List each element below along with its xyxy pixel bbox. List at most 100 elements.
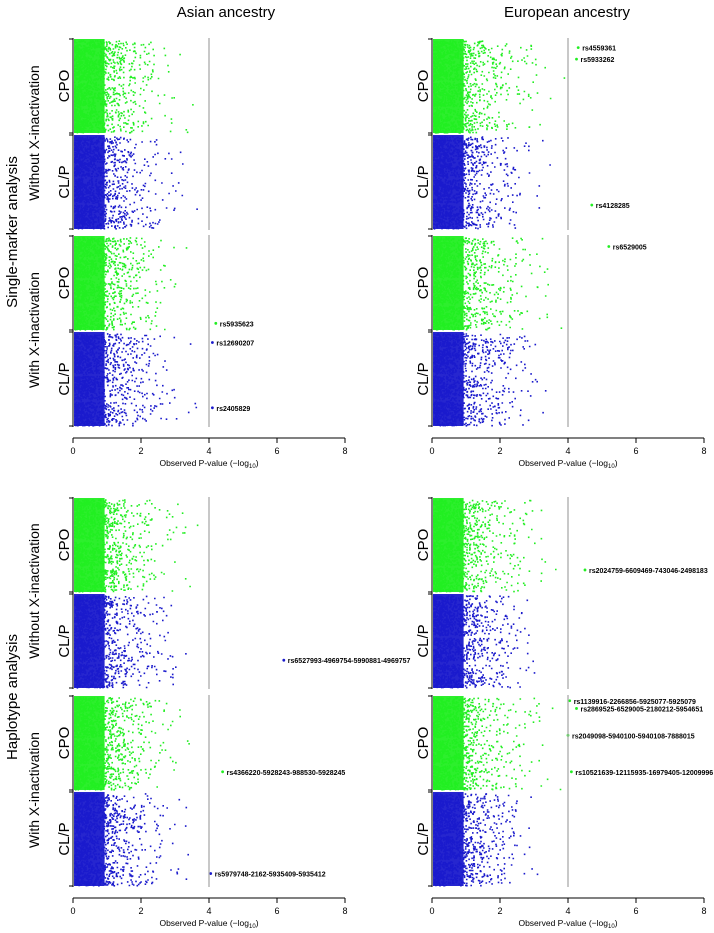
panel-6: CPO rs2024759-6609469-743046-2498183 CL/P	[415, 497, 708, 689]
group-label: CL/P	[415, 165, 432, 198]
group-label: CPO	[415, 267, 432, 300]
point-label: rs4366220-5928243-988530-5928245	[227, 770, 346, 777]
panel-7: CPO rs4366220-5928243-988530-5928245 CL/P r…	[56, 695, 345, 887]
series-dots-cpo	[433, 696, 562, 791]
col-title-european: European ancestry	[504, 4, 630, 21]
x-tick-label: 0	[70, 906, 75, 916]
series-dots-clp	[74, 332, 198, 427]
series-dots-clp	[74, 594, 187, 689]
point-label: rs6527993-4969754-5990881-4969757	[288, 658, 411, 665]
group-label: CL/P	[56, 822, 73, 855]
panel-3: CPO rs5935623 CL/P rs12690207 rs2405829	[56, 235, 254, 427]
dot-core	[74, 594, 105, 688]
highlight-point	[583, 568, 587, 572]
row-label-with-x-1: With X-inactivation	[26, 272, 42, 388]
group-label: CPO	[56, 727, 73, 760]
point-label: rs4128285	[596, 203, 630, 210]
dot-cloud	[74, 136, 198, 230]
group-label: CPO	[415, 727, 432, 760]
point-label: rs6529005	[613, 245, 647, 252]
series-dots-cpo	[74, 696, 190, 791]
group-label: CPO	[415, 529, 432, 562]
panel-8: CPO rs1139916-2266856-5925077-5925079rs28…	[415, 695, 713, 887]
group-label: CL/P	[415, 624, 432, 657]
x-tick-label: 8	[701, 446, 706, 456]
dot-core	[433, 135, 464, 229]
highlight-point	[575, 57, 578, 61]
group-label: CPO	[415, 70, 432, 103]
highlight-point	[211, 341, 214, 344]
row-label-with-x-2: With X-inactivation	[26, 732, 42, 848]
point-label: rs2049098-5940100-5940108-7888015	[572, 733, 695, 740]
dot-core	[433, 696, 464, 790]
group-label: CPO	[56, 267, 73, 300]
point-label: rs1139916-2266856-5925077-5925079	[574, 699, 696, 706]
series-dots-cpo	[433, 39, 566, 134]
dot-core	[74, 498, 105, 592]
point-label: rs12690207	[216, 341, 254, 348]
x-tick-label: 2	[497, 906, 502, 916]
col-title-asian: Asian ancestry	[177, 4, 276, 21]
panel-2: CPO rs4559361 rs5933262 rs4128285 CL/P	[415, 38, 630, 230]
group-label: CL/P	[415, 822, 432, 855]
x-tick-label: 6	[633, 906, 638, 916]
highlight-point	[576, 46, 580, 49]
panel-4: CPO rs6529005 CL/P	[415, 235, 647, 427]
group-label: CPO	[56, 529, 73, 562]
series-dots-cpo	[74, 498, 199, 593]
section-label-single-marker: Single-marker analysis	[4, 156, 21, 308]
xlabel-haplo-european: Observed P-value (−log10)	[518, 918, 617, 930]
group-label: CL/P	[415, 362, 432, 395]
highlight-point	[211, 406, 214, 410]
dot-core	[74, 792, 105, 886]
point-label: rs2869525-6529005-2180212-5954651	[581, 706, 704, 713]
xlabel-haplo-asian: Observed P-value (−log10)	[159, 918, 258, 930]
x-tick-label: 6	[274, 446, 279, 456]
point-label: rs5933262	[581, 57, 615, 64]
x-tick-label: 6	[274, 906, 279, 916]
series-dots-clp	[433, 792, 539, 887]
group-label: CL/P	[56, 165, 73, 198]
dot-core	[74, 332, 105, 426]
row-label-without-x-1: Without X-inactivation	[26, 65, 42, 200]
series-dots-clp	[433, 332, 547, 427]
series-dots-cpo	[433, 236, 563, 331]
x-tick-label: 8	[342, 446, 347, 456]
highlight-point	[570, 770, 573, 774]
x-tick-label: 4	[206, 446, 211, 456]
x-tick-label: 4	[206, 906, 211, 916]
dot-core	[433, 594, 464, 688]
x-tick-label: 0	[429, 446, 434, 456]
dot-core	[433, 236, 464, 330]
panels: CPO CL/P CPO rs4559361 rs5933262 rs4128285 CL/…	[56, 38, 713, 887]
x-tick-label: 0	[429, 906, 434, 916]
point-label: rs10521639-12115935-16979405-12009996	[575, 770, 713, 777]
series-dots-cpo	[74, 39, 194, 134]
series-dots-clp	[74, 135, 198, 230]
x-tick-label: 8	[342, 906, 347, 916]
dot-cloud	[433, 237, 563, 331]
highlight-point	[590, 203, 594, 207]
dot-core	[74, 236, 105, 330]
x-tick-label: 4	[565, 906, 570, 916]
x-axes: 0 2 4 6 8 0 2 4 6 8 0 2 4 6 8 0 2 4 6 8	[70, 437, 707, 916]
dot-core	[74, 135, 105, 229]
dot-cloud	[74, 499, 199, 593]
row-label-without-x-2: Without X-inactivation	[26, 523, 42, 658]
highlight-point	[575, 707, 578, 710]
series-dots-clp	[74, 792, 189, 887]
point-label: rs5935623	[220, 321, 254, 328]
x-tick-label: 8	[701, 906, 706, 916]
group-label: CL/P	[56, 362, 73, 395]
highlight-point	[221, 770, 225, 774]
highlight-point	[568, 699, 572, 703]
dot-core	[74, 39, 105, 133]
x-tick-label: 2	[497, 446, 502, 456]
dot-core	[74, 696, 105, 790]
dot-core	[433, 792, 464, 886]
dot-cloud	[433, 40, 566, 134]
point-label: rs2405829	[216, 406, 250, 413]
point-label: rs2024759-6609469-743046-2498183	[589, 568, 708, 575]
x-tick-label: 4	[565, 446, 570, 456]
